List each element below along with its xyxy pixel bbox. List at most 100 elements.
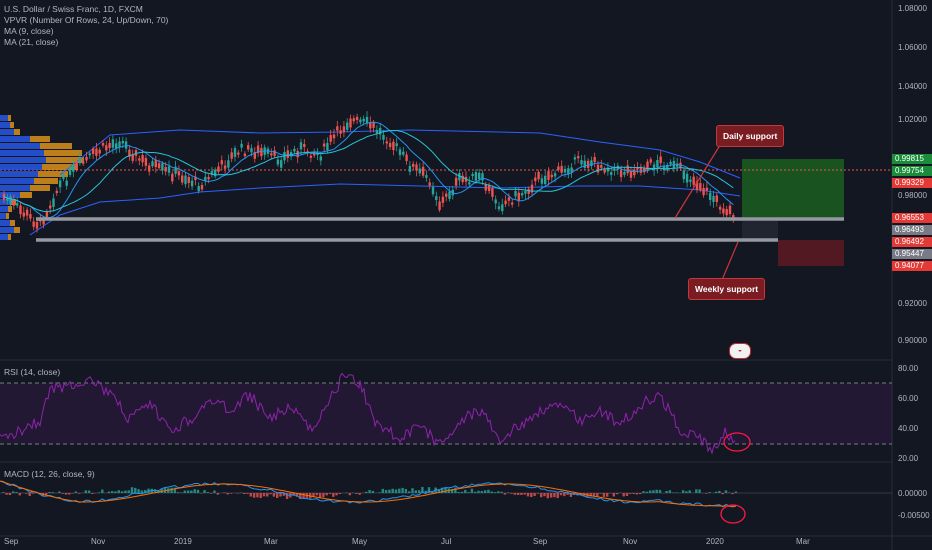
macd-bar	[91, 493, 94, 494]
macd-bar	[246, 493, 249, 494]
macd-bar	[688, 490, 691, 493]
candle-body	[478, 172, 481, 180]
macd-bar	[167, 488, 170, 493]
time-label: Sep	[533, 537, 548, 546]
loss-zone[interactable]	[778, 240, 844, 266]
rsi-label[interactable]: RSI (14, close)	[4, 367, 61, 377]
macd-bar	[569, 493, 573, 497]
candle-body	[75, 161, 78, 170]
lower-band	[29, 183, 741, 236]
macd-bar	[236, 493, 239, 494]
macd-bar	[210, 493, 213, 494]
candle-body	[458, 173, 461, 181]
candle-body	[728, 205, 732, 215]
earnings-badge-icon[interactable]: ◒	[729, 343, 751, 359]
macd-bar	[223, 492, 226, 493]
daily-support-callout[interactable]: Daily support	[716, 125, 785, 147]
vpvr-label[interactable]: VPVR (Number Of Rows, 24, Up/Down, 70)	[4, 15, 169, 25]
macd-bar	[454, 487, 457, 493]
macd-bar	[695, 489, 698, 493]
volume-row-up	[0, 115, 8, 121]
volume-row-down	[10, 122, 14, 128]
candle-body	[511, 202, 514, 205]
rsi-tick: 40.00	[898, 424, 919, 433]
candle-body	[349, 118, 352, 128]
macd-tick: -0.00500	[898, 511, 930, 520]
candle-body	[214, 169, 217, 177]
candle-body	[540, 178, 544, 184]
macd-bar	[734, 491, 738, 493]
macd-bar	[404, 488, 408, 493]
candle-body	[695, 181, 699, 190]
candle-body	[659, 156, 662, 164]
candle-body	[141, 155, 144, 163]
volume-row-up	[0, 199, 10, 205]
time-label: Sep	[4, 537, 19, 546]
macd-bar	[655, 489, 658, 493]
candle-body	[256, 145, 260, 154]
macd-label[interactable]: MACD (12, 26, close, 9)	[4, 469, 95, 479]
macd-bar	[596, 493, 599, 497]
macd-bar	[2, 492, 5, 493]
volume-row-up	[0, 171, 38, 177]
macd-bar	[262, 493, 266, 497]
candle-body	[669, 161, 672, 165]
macd-bar	[12, 491, 15, 493]
macd-bar	[437, 489, 441, 493]
macd-bar	[177, 492, 180, 493]
candle-body	[577, 156, 580, 159]
ma9-label[interactable]: MA (9, close)	[4, 26, 54, 36]
weekly-support-callout[interactable]: Weekly support	[688, 278, 766, 300]
time-label: Jul	[441, 537, 452, 546]
macd-bar	[675, 492, 678, 493]
profit-zone[interactable]	[742, 159, 844, 219]
macd-circle-marker[interactable]	[720, 504, 746, 524]
price-tick: 1.08000	[898, 4, 927, 13]
macd-bar	[87, 490, 91, 493]
macd-bar	[48, 492, 51, 493]
candle-body	[415, 164, 418, 171]
macd-bar	[78, 493, 81, 494]
candle-body	[412, 163, 415, 167]
loss-zone-upper	[742, 219, 778, 240]
macd-bar	[728, 492, 731, 493]
macd-bar	[256, 493, 259, 498]
candle-body	[45, 212, 49, 218]
candle-body	[131, 154, 134, 161]
macd-bar	[444, 487, 447, 493]
candle-body	[270, 153, 273, 156]
price-tag: 0.94077	[892, 261, 932, 271]
candle-body	[78, 157, 82, 164]
time-label: Mar	[264, 537, 278, 546]
macd-bar	[490, 491, 493, 493]
candle-body	[385, 141, 388, 144]
candle-body	[174, 166, 177, 174]
candle-body	[682, 170, 685, 180]
macd-bar	[276, 493, 279, 498]
macd-bar	[315, 493, 318, 496]
candle-body	[504, 200, 507, 205]
macd-bar	[724, 490, 728, 493]
macd-bar	[635, 493, 639, 495]
candle-body	[388, 143, 392, 147]
volume-row-down	[8, 206, 12, 212]
macd-bar	[460, 491, 464, 493]
macd-bar	[18, 493, 21, 496]
macd-bar	[335, 493, 338, 496]
macd-bar	[464, 489, 467, 493]
volume-row-up	[0, 192, 20, 198]
candle-body	[471, 173, 474, 177]
ma21-label[interactable]: MA (21, close)	[4, 37, 59, 47]
rsi-line	[0, 372, 736, 455]
candle-body	[583, 160, 586, 168]
macd-bar	[507, 492, 510, 493]
time-label: 2020	[706, 537, 724, 546]
candle-body	[197, 186, 200, 192]
rsi-circle-marker[interactable]	[723, 432, 751, 452]
price-tag: 0.99754	[892, 166, 932, 176]
macd-bar	[282, 493, 285, 496]
symbol-label[interactable]: U.S. Dollar / Swiss Franc, 1D, FXCM	[4, 4, 143, 14]
volume-profile	[0, 115, 84, 240]
candle-body	[544, 175, 547, 185]
